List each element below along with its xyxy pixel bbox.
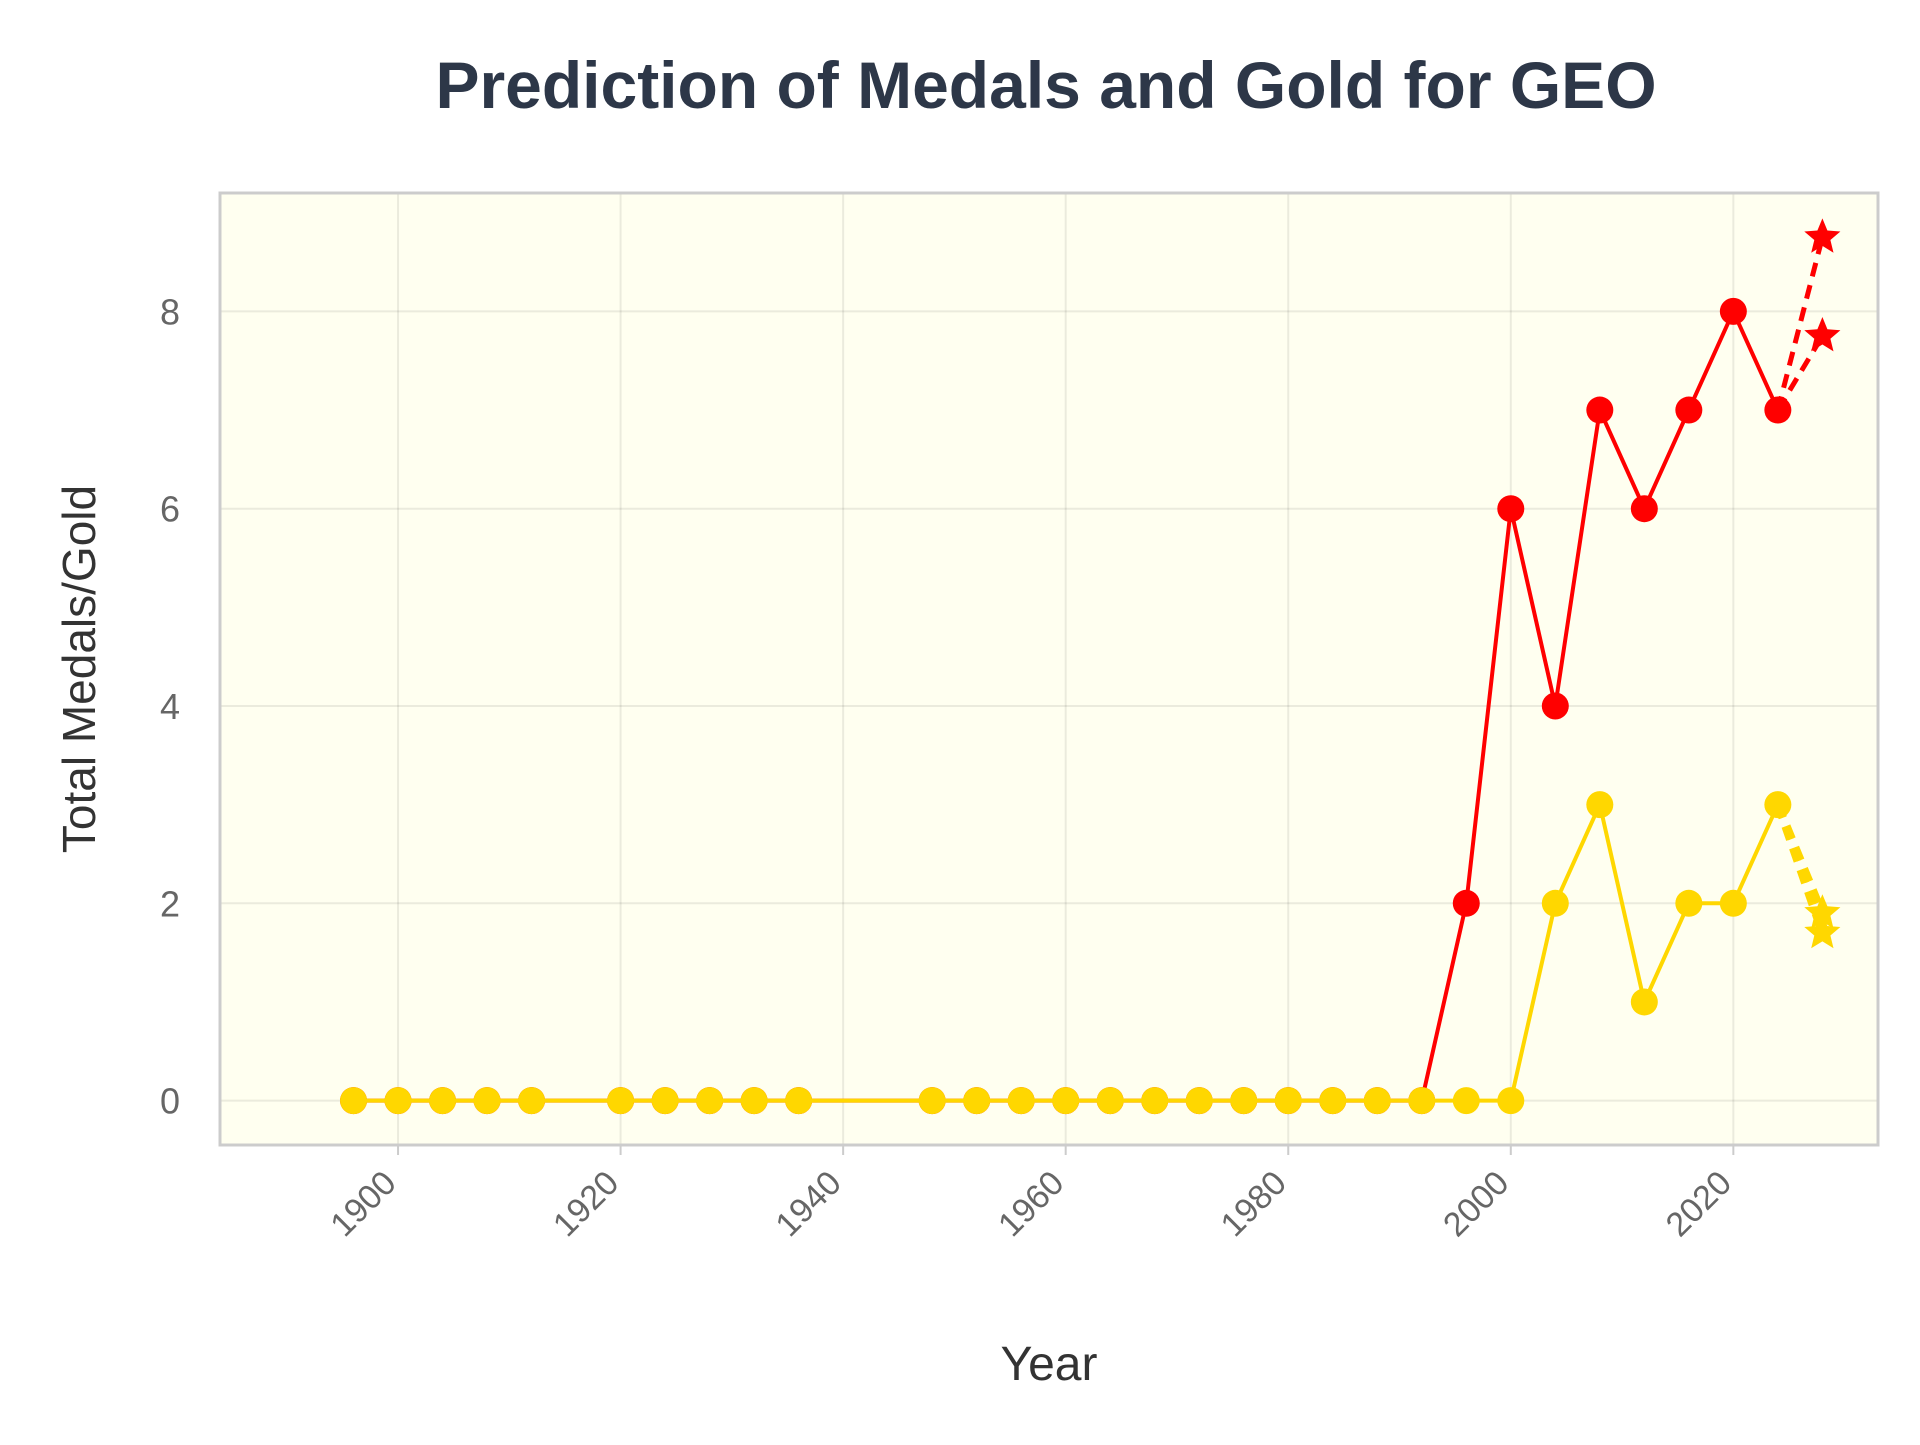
- gold-data-point: [607, 1087, 635, 1115]
- gold-data-point: [1630, 988, 1658, 1016]
- gold-data-point: [1719, 889, 1747, 917]
- y-tick-label: 2: [160, 883, 180, 924]
- gold-data-point: [340, 1087, 368, 1115]
- grid: [220, 193, 1878, 1145]
- y-tick-label: 4: [160, 686, 180, 727]
- gold-data-point: [1452, 1087, 1480, 1115]
- chart-title: Prediction of Medals and Gold for GEO: [435, 48, 1656, 122]
- gold-prediction-marker: [1804, 894, 1841, 929]
- series-layer: [340, 218, 1841, 1115]
- x-tick-label: 1900: [323, 1164, 403, 1244]
- total-data-point: [1497, 495, 1525, 523]
- x-axis-label: Year: [1001, 1338, 1098, 1391]
- total-data-point: [1675, 396, 1703, 424]
- y-tick-label: 0: [160, 1081, 180, 1122]
- gold-data-point: [963, 1087, 991, 1115]
- gold-data-point: [1141, 1087, 1169, 1115]
- total-data-point: [1586, 396, 1614, 424]
- gold-data-point: [1052, 1087, 1080, 1115]
- gold-data-point: [1675, 889, 1703, 917]
- gold-data-point: [1586, 791, 1614, 819]
- x-tick-label: 1980: [1214, 1164, 1294, 1244]
- gold-data-point: [518, 1087, 546, 1115]
- y-tick-label: 6: [160, 489, 180, 530]
- gold-data-point: [785, 1087, 813, 1115]
- gold-data-point: [1363, 1087, 1391, 1115]
- total-data-point: [1719, 297, 1747, 325]
- x-tick-label: 1960: [991, 1164, 1071, 1244]
- total-data-point: [1452, 889, 1480, 917]
- gold-data-point: [473, 1087, 501, 1115]
- total-prediction-line: [1775, 236, 1825, 411]
- gold-series-line: [353, 802, 1780, 1103]
- plot-frame: [218, 191, 1880, 1147]
- gold-data-point: [384, 1087, 412, 1115]
- gold-data-point: [1230, 1087, 1258, 1115]
- gold-data-point: [651, 1087, 679, 1115]
- gold-data-point: [1007, 1087, 1035, 1115]
- total-prediction-marker: [1804, 317, 1841, 352]
- gold-prediction-marker: [1804, 913, 1841, 949]
- x-tick-label: 2000: [1436, 1164, 1516, 1244]
- gold-data-point: [1408, 1087, 1436, 1115]
- gold-data-point: [1497, 1087, 1525, 1115]
- gold-data-point: [1185, 1087, 1213, 1115]
- y-tick-label: 8: [160, 291, 180, 332]
- x-tick-label: 1940: [768, 1164, 848, 1244]
- gold-data-point: [1096, 1087, 1124, 1115]
- total-prediction-marker: [1804, 218, 1841, 253]
- total-data-point: [1630, 495, 1658, 523]
- gold-data-point: [429, 1087, 457, 1115]
- plot-area: [220, 193, 1878, 1145]
- gold-data-point: [696, 1087, 724, 1115]
- x-tick-label: 1920: [546, 1164, 626, 1244]
- x-tick-label: 2020: [1659, 1164, 1739, 1244]
- gold-data-point: [1319, 1087, 1347, 1115]
- gold-data-point: [1541, 889, 1569, 917]
- total-data-point: [1541, 692, 1569, 720]
- gold-data-point: [740, 1087, 768, 1115]
- y-axis-label: Total Medals/Gold: [53, 485, 105, 853]
- gold-data-point: [918, 1087, 946, 1115]
- gold-data-point: [1274, 1087, 1302, 1115]
